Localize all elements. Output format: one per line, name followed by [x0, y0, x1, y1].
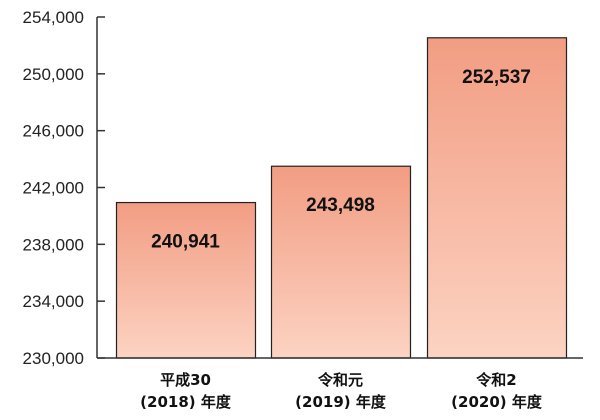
x-tick-labels: 平成30 (2018) 年度 令和元 (2019) 年度 令和2 (2020) 年度: [140, 371, 543, 411]
x-tick-label: 平成30: [160, 371, 211, 389]
y-tick-label: 254,000: [23, 8, 84, 27]
y-axis: [96, 16, 583, 359]
y-tick-label: 250,000: [23, 65, 84, 84]
bar-2: [426, 37, 568, 359]
data-label: 243,498: [306, 195, 375, 216]
y-tick-label: 238,000: [23, 235, 84, 254]
y-tick-label: 230,000: [23, 349, 84, 368]
y-tick-label: 234,000: [23, 292, 84, 311]
y-tick-label: 242,000: [23, 179, 84, 198]
bar-1: [270, 165, 412, 359]
x-tick-label: (2020) 年度: [451, 393, 543, 411]
bar-0: [115, 201, 257, 359]
x-tick-label: 令和元: [318, 371, 363, 389]
y-tick-labels: 230,000 234,000 238,000 242,000 246,000 250,0…: [23, 8, 84, 368]
bars-layer: [115, 37, 568, 359]
x-tick-label: 令和2: [476, 371, 516, 389]
data-labels: 240,941 243,498 252,537: [151, 67, 531, 253]
x-tick-label: (2018) 年度: [140, 393, 232, 411]
x-tick-label: (2019) 年度: [295, 393, 387, 411]
data-label: 252,537: [462, 67, 531, 88]
y-tick-label: 246,000: [23, 122, 84, 141]
data-label: 240,941: [151, 232, 220, 253]
